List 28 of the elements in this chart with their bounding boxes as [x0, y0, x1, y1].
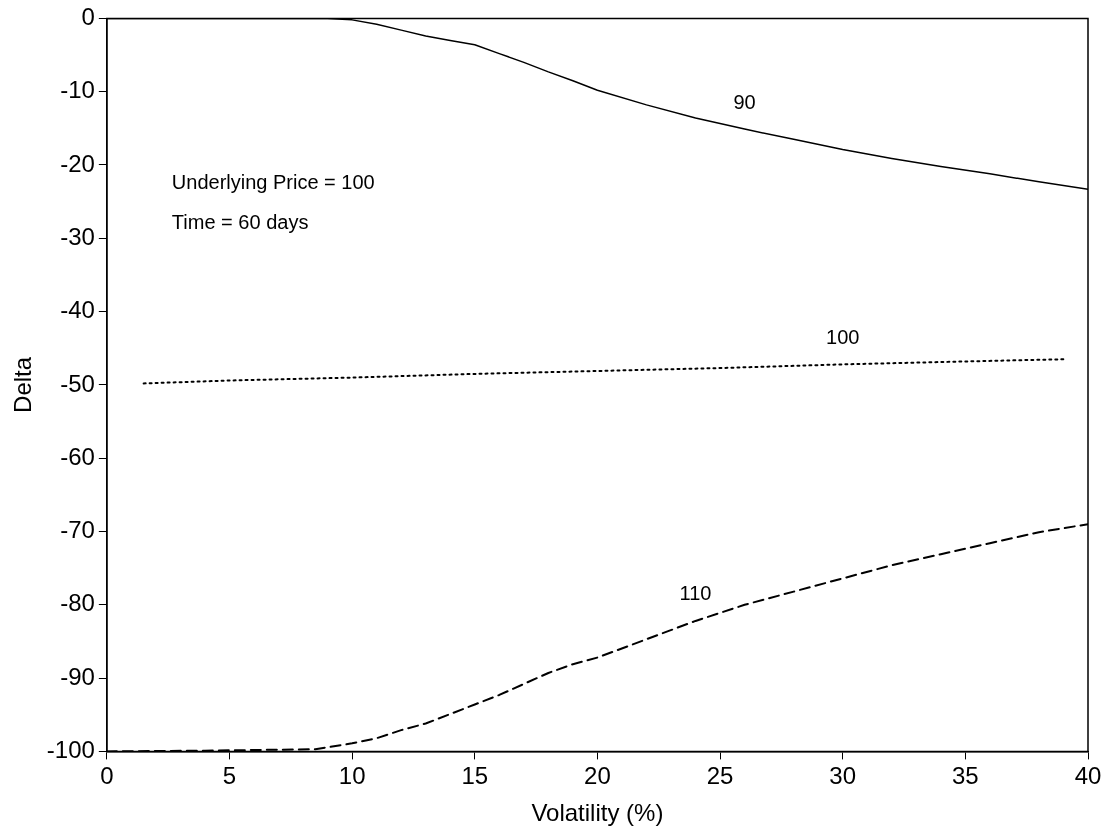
y-tick-label: -10 [60, 76, 95, 104]
series-label: 100 [826, 325, 860, 348]
x-tick-label: 15 [461, 762, 489, 790]
y-tick-label: -50 [60, 369, 95, 397]
x-tick-label: 0 [100, 762, 114, 790]
x-tick-label: 40 [1074, 762, 1102, 790]
series-label: 90 [733, 90, 756, 113]
annotation: Underlying Price = 100 [171, 170, 375, 193]
y-tick-label: -80 [60, 589, 95, 617]
x-axis-title: Volatility (%) [531, 799, 664, 827]
y-axis-title: Delta [9, 356, 37, 413]
y-tick-label: -100 [46, 736, 95, 764]
y-tick-label: -90 [60, 662, 95, 690]
x-tick-label: 10 [338, 762, 366, 790]
x-tick-label: 30 [829, 762, 857, 790]
annotation: Time = 60 days [171, 210, 309, 233]
x-tick-label: 25 [706, 762, 734, 790]
y-tick-label: 0 [81, 3, 95, 31]
x-tick-label: 5 [222, 762, 237, 790]
x-tick-label: 35 [952, 762, 979, 790]
line-series [142, 358, 1065, 385]
x-tick-label: 20 [584, 762, 611, 790]
y-tick-label: -60 [60, 442, 95, 470]
series-label: 110 [679, 582, 712, 605]
y-tick-label: -30 [60, 222, 95, 250]
y-tick-label: -20 [60, 149, 95, 177]
y-tick-label: -70 [60, 516, 95, 544]
y-tick-label: -40 [60, 296, 95, 324]
